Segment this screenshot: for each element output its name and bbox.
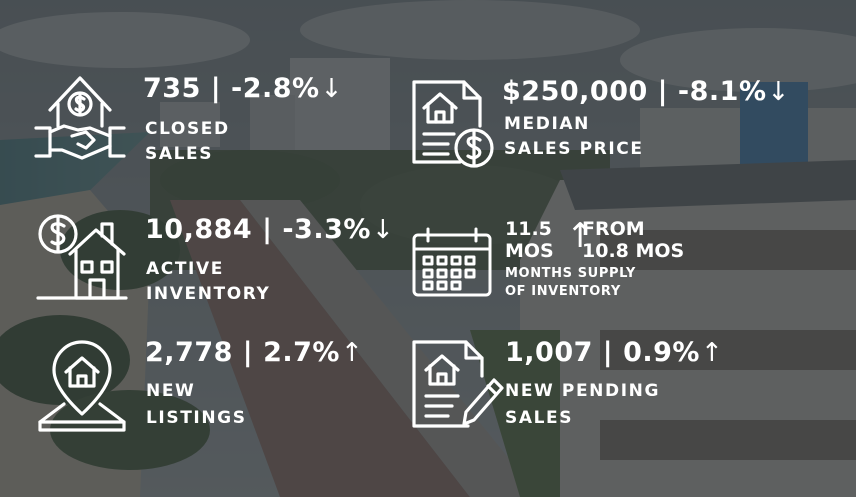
house-handshake-dollar-icon — [32, 70, 128, 166]
months-supply-label-line2: OF INVENTORY — [505, 284, 621, 299]
house-document-dollar-icon — [408, 76, 498, 172]
house-dollar-icon — [34, 208, 130, 304]
closed-sales-value: 735 | -2.8% — [143, 73, 320, 104]
location-pin-house-icon — [34, 338, 130, 434]
down-arrow-icon: ↓ — [320, 74, 343, 104]
months-supply-label-line1: MONTHS SUPPLY — [505, 266, 636, 281]
up-arrow-icon: ↑ — [566, 216, 595, 256]
closed-sales-label-line1: CLOSED — [145, 119, 230, 139]
months-supply-from-label: FROM — [582, 218, 645, 240]
new-listings-label-line2: LISTINGS — [146, 408, 247, 428]
months-supply-current-unit: MOS — [505, 240, 554, 262]
down-arrow-icon: ↓ — [767, 77, 790, 107]
active-inventory-label-line1: ACTIVE — [146, 259, 224, 279]
median-sales-price-value: $250,000 | -8.1% — [502, 76, 767, 107]
house-document-pen-icon — [408, 336, 504, 432]
months-supply-previous-value: 10.8 MOS — [582, 240, 685, 262]
median-sales-price-label-line2: SALES PRICE — [504, 139, 644, 159]
closed-sales-label-line2: SALES — [145, 144, 214, 164]
new-pending-sales-label-line1: NEW PENDING — [505, 381, 661, 401]
down-arrow-icon: ↓ — [371, 215, 395, 245]
months-supply-current-value: 11.5 — [505, 218, 552, 240]
up-arrow-icon: ↑ — [700, 338, 724, 368]
new-pending-sales-value: 1,007 | 0.9% — [505, 337, 700, 368]
new-listings-label-line1: NEW — [146, 381, 196, 401]
new-pending-sales-label-line2: SALES — [505, 408, 574, 428]
active-inventory-value: 10,884 | -3.3% — [145, 214, 371, 245]
active-inventory-label-line2: INVENTORY — [146, 284, 271, 304]
median-sales-price-label-line1: MEDIAN — [504, 114, 590, 134]
up-arrow-icon: ↑ — [340, 338, 364, 368]
new-listings-value: 2,778 | 2.7% — [145, 337, 340, 368]
calendar-icon — [410, 227, 494, 299]
